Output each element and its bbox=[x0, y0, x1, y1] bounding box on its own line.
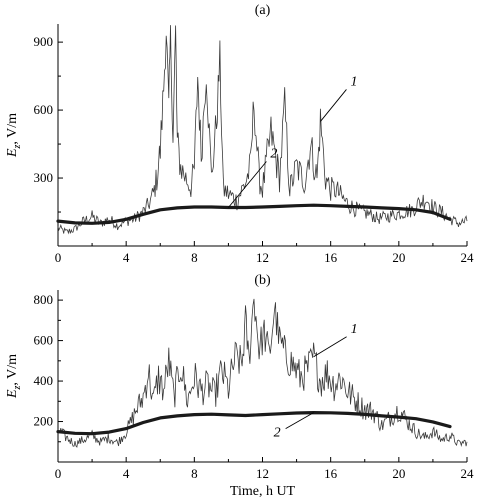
x-tick-label: 20 bbox=[392, 466, 405, 481]
y-tick-label: 600 bbox=[34, 102, 54, 117]
x-tick-label: 12 bbox=[256, 466, 269, 481]
x-tick-label: 4 bbox=[123, 250, 130, 265]
series-2-label: 2 bbox=[274, 426, 281, 441]
y-axis-title: Ez, V/m bbox=[5, 354, 23, 399]
x-tick-label: 4 bbox=[123, 466, 130, 481]
x-tick-label: 12 bbox=[256, 250, 269, 265]
series-2-line bbox=[56, 203, 452, 225]
y-tick-label: 200 bbox=[34, 414, 54, 429]
series-1-leader bbox=[313, 336, 347, 358]
x-tick-label: 8 bbox=[191, 250, 198, 265]
x-tick-label: 24 bbox=[461, 466, 475, 481]
y-tick-label: 600 bbox=[34, 333, 54, 348]
series-1-line bbox=[57, 25, 468, 235]
series-2-leader bbox=[285, 412, 314, 430]
x-tick-label: 0 bbox=[55, 250, 62, 265]
series-2-line bbox=[56, 411, 452, 436]
y-tick-label: 800 bbox=[34, 292, 54, 307]
x-tick-label: 8 bbox=[191, 466, 198, 481]
panel-label: (b) bbox=[254, 273, 271, 288]
x-tick-label: 16 bbox=[324, 250, 338, 265]
x-tick-label: 16 bbox=[324, 466, 338, 481]
x-tick-label: 20 bbox=[392, 250, 405, 265]
y-tick-label: 900 bbox=[34, 34, 54, 49]
y-tick-label: 300 bbox=[34, 170, 54, 185]
series-2-label: 2 bbox=[270, 146, 277, 161]
x-tick-label: 24 bbox=[461, 250, 475, 265]
y-tick-label: 400 bbox=[34, 373, 54, 388]
x-axis-title: Time, h UT bbox=[230, 484, 296, 499]
y-axis-title: Ez, V/m bbox=[5, 113, 23, 158]
panel-a: (a) 0 4 8 12 16 20 24 300 600 900 Ez, V/m 2 1 bbox=[5, 3, 474, 265]
series-1-label: 1 bbox=[350, 74, 357, 89]
x-tick-label: 0 bbox=[55, 466, 62, 481]
series-1-leader bbox=[320, 89, 347, 122]
panel-label: (a) bbox=[255, 3, 271, 18]
series-1-label: 1 bbox=[351, 322, 358, 337]
series-1-line bbox=[57, 298, 468, 448]
series-2-leader bbox=[228, 161, 267, 208]
